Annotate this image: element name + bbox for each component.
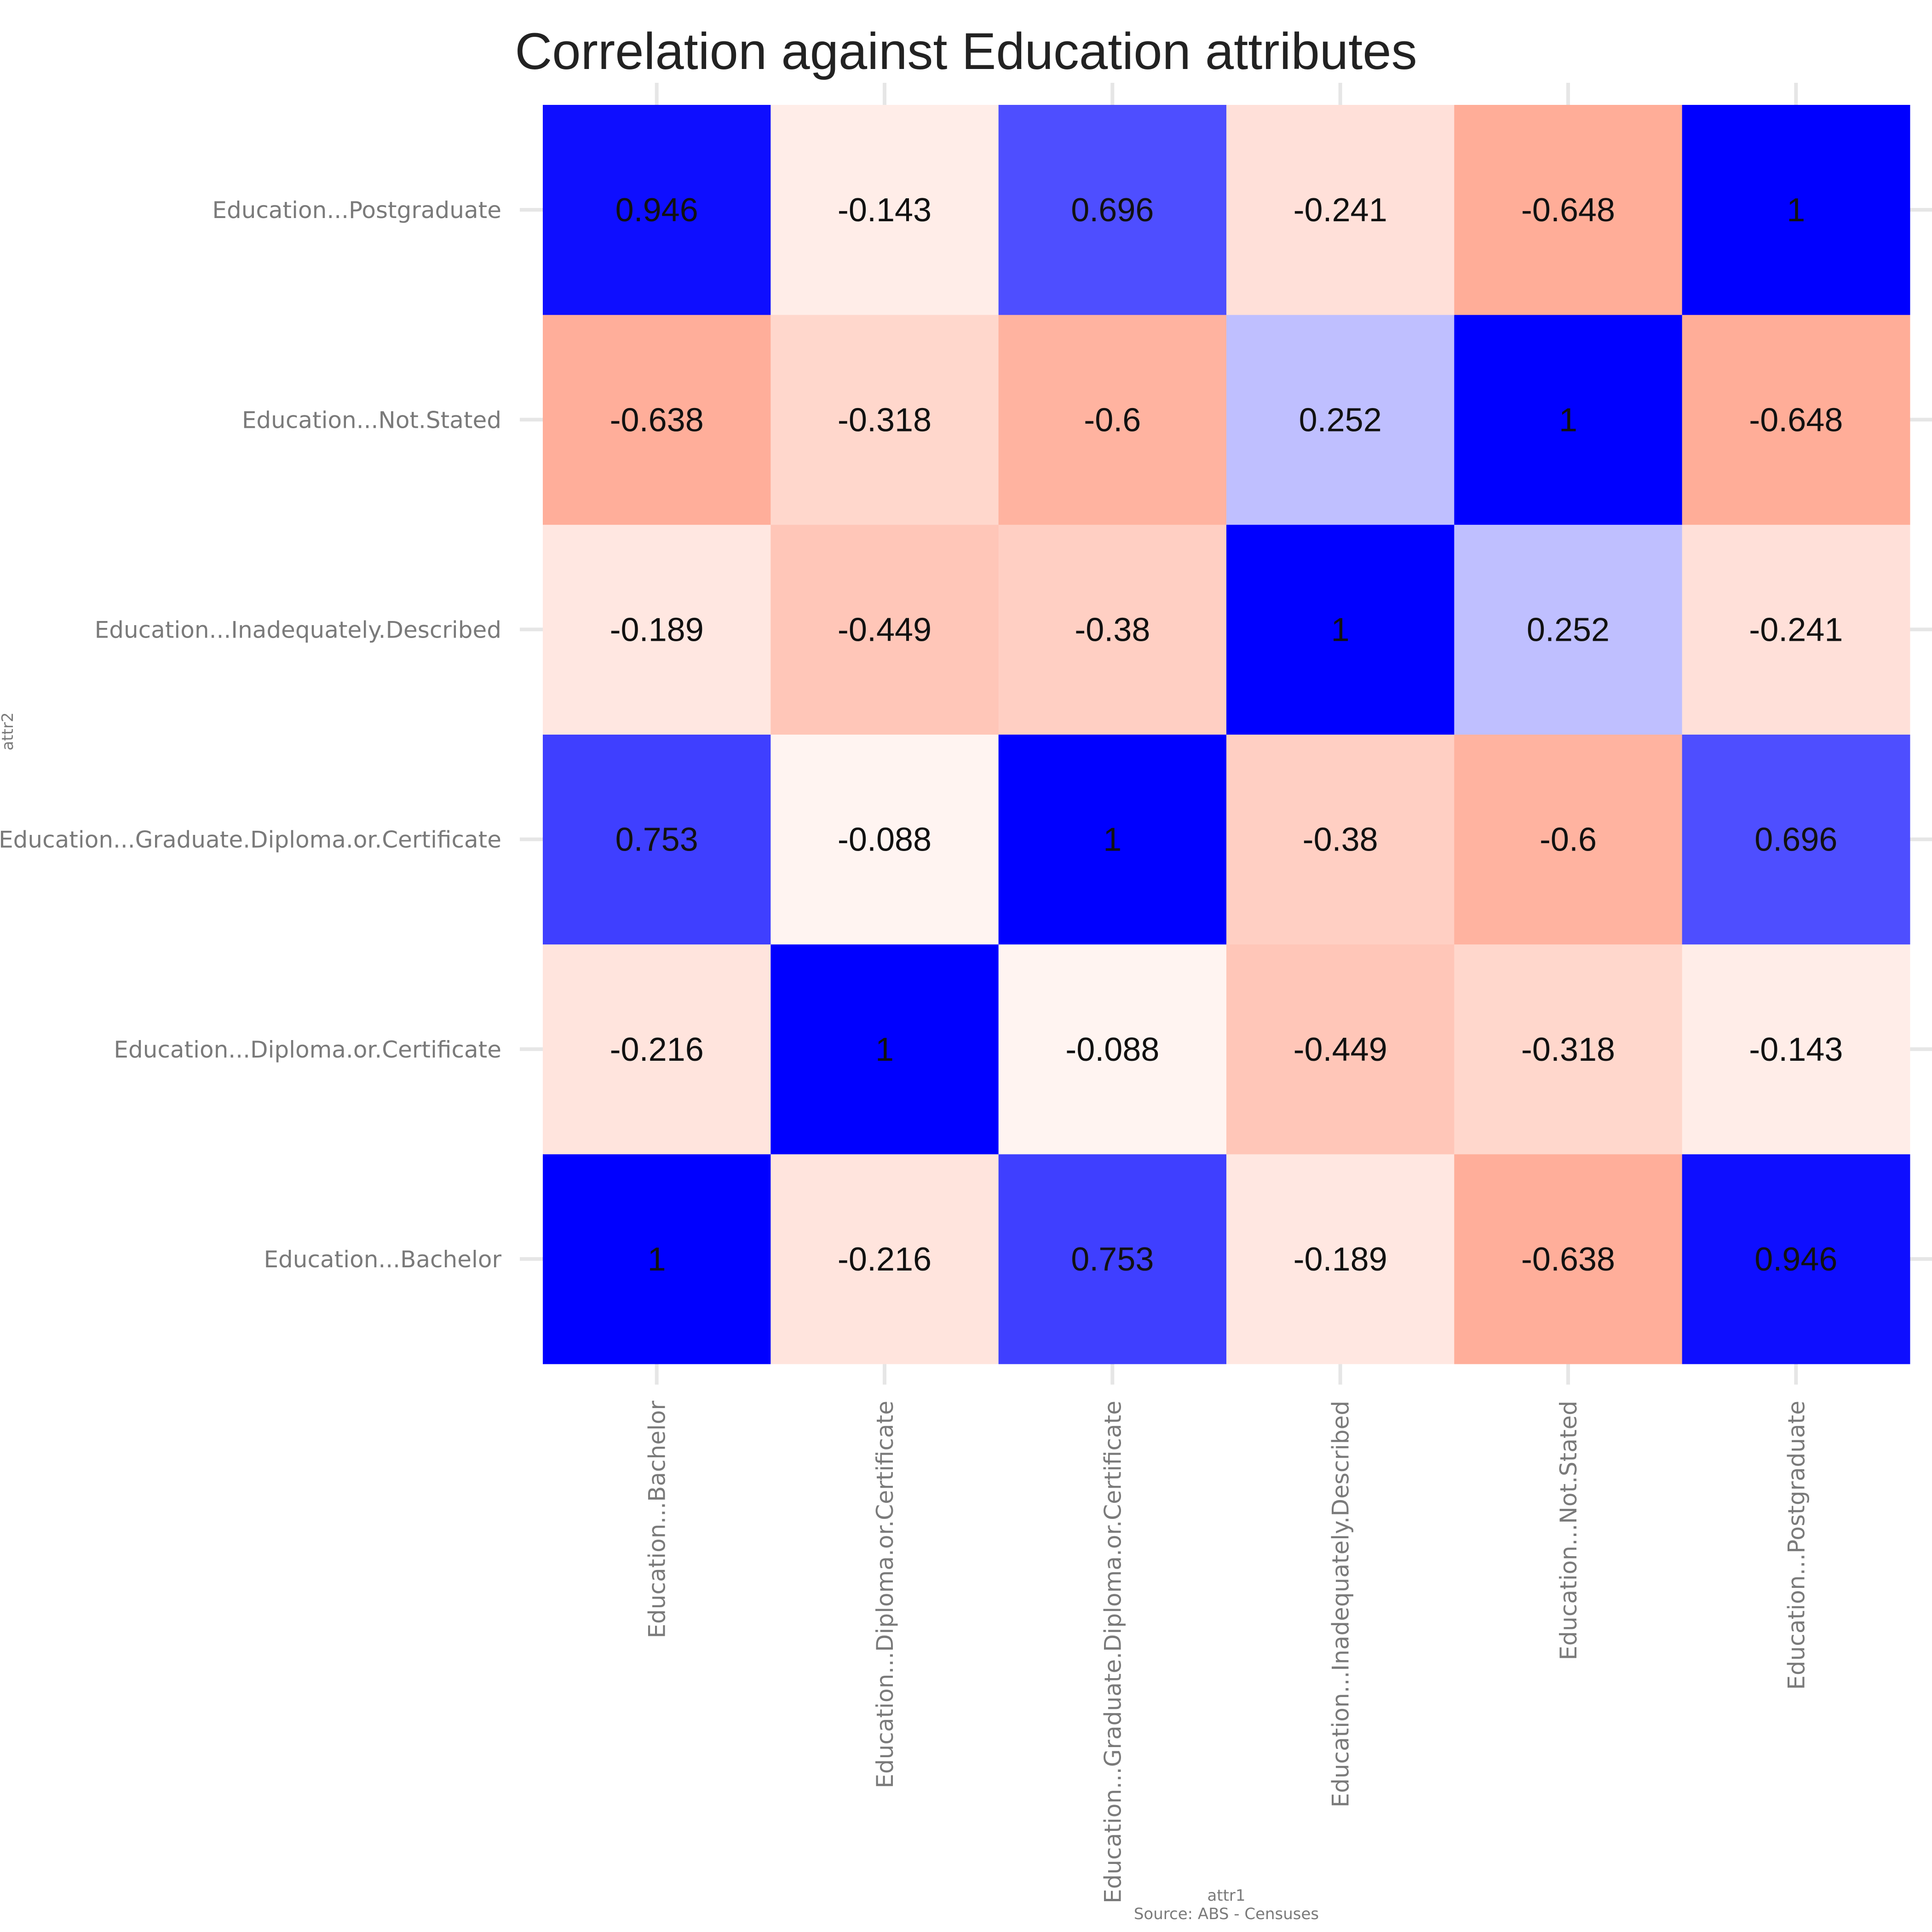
y-tick-label: Education...Diploma.or.Certificate: [114, 1036, 501, 1063]
cell-value-label: -0.38: [1075, 611, 1150, 648]
cell-value-label: -0.143: [838, 192, 932, 229]
cell-value-label: -0.241: [1749, 611, 1843, 648]
x-tick-label: Education...Not.Stated: [1555, 1401, 1582, 1660]
cell-value-label: 0.946: [615, 192, 698, 229]
chart-title: Correlation against Education attributes: [515, 23, 1417, 80]
heatmap-cell: [1226, 524, 1455, 735]
cell-value-label: -0.648: [1521, 192, 1615, 229]
cell-value-label: 1: [875, 1031, 894, 1068]
heatmap-cell: [1454, 315, 1683, 525]
cell-value-label: -0.6: [1084, 402, 1141, 438]
cell-value-label: 1: [1331, 611, 1350, 648]
heatmap-cell: [998, 315, 1227, 525]
y-tick-label: Education...Postgraduate: [212, 197, 501, 224]
heatmap-cell: [1454, 524, 1683, 735]
heatmap-cell: [1454, 734, 1683, 945]
cell-value-label: -0.241: [1294, 192, 1387, 229]
heatmap-cell: [1226, 105, 1455, 315]
y-tick-label: Education...Bachelor: [264, 1246, 501, 1273]
cell-value-label: 0.753: [1071, 1241, 1154, 1278]
x-tick-label: Education...Graduate.Diploma.or.Certific…: [1099, 1401, 1126, 1903]
heatmap-cell: [998, 105, 1227, 315]
heatmap-cell: [543, 734, 771, 945]
y-axis-title: attr2: [0, 712, 17, 750]
cell-value-label: -0.088: [1065, 1031, 1159, 1068]
cell-value-label: 1: [1103, 822, 1121, 858]
cell-value-label: -0.648: [1749, 402, 1843, 438]
heatmap-cell: [998, 734, 1227, 945]
heatmap-cell: [770, 734, 999, 945]
cell-value-label: 0.696: [1071, 192, 1154, 229]
heatmap-cell: [998, 1154, 1227, 1364]
cell-value-labels: 1 -0.216 0.753 -0.189 -0.638 0.946 -0.216 1 -0.0…: [610, 192, 1843, 1278]
heatmap-cell: [543, 944, 771, 1155]
heatmap-cell: [998, 944, 1227, 1155]
cell-value-label: -0.189: [610, 611, 704, 648]
heatmap-cell: [1682, 1154, 1910, 1364]
cell-value-label: -0.638: [1521, 1241, 1615, 1278]
cell-value-label: 0.696: [1754, 822, 1837, 858]
heatmap-cell: [1682, 315, 1910, 525]
cell-value-label: -0.638: [610, 402, 704, 438]
heatmap-cell: [543, 105, 771, 315]
y-tick-label: Education...Not.Stated: [242, 407, 501, 433]
cell-value-label: -0.216: [610, 1031, 704, 1068]
cell-value-label: 0.946: [1754, 1241, 1837, 1278]
heatmap-cell: [1454, 1154, 1683, 1364]
cell-value-label: -0.38: [1303, 822, 1378, 858]
cell-value-label: 0.252: [1527, 611, 1610, 648]
cell-value-label: -0.449: [838, 611, 932, 648]
y-axis-tick-labels: Education...Bachelor Education...Diploma.…: [0, 197, 501, 1273]
cell-value-label: -0.6: [1540, 822, 1597, 858]
x-axis-tick-labels: Education...Bachelor Education...Diploma.…: [644, 1401, 1810, 1903]
x-tick-label: Education...Inadequately.Described: [1328, 1401, 1354, 1807]
cell-value-label: -0.449: [1294, 1031, 1387, 1068]
heatmap-cell: [1226, 315, 1455, 525]
cell-value-label: -0.216: [838, 1241, 932, 1278]
heatmap-cell: [1226, 1154, 1455, 1364]
cell-value-label: 0.252: [1299, 402, 1382, 438]
heatmap-cell: [770, 315, 999, 525]
cell-value-label: 0.753: [615, 822, 698, 858]
x-axis-title: attr1: [1207, 1886, 1245, 1905]
y-tick-label: Education...Inadequately.Described: [95, 616, 501, 643]
cell-value-label: 1: [648, 1241, 666, 1278]
cell-value-label: -0.189: [1294, 1241, 1387, 1278]
cell-value-label: 1: [1787, 192, 1805, 229]
heatmap-cells: [543, 105, 1910, 1364]
cell-value-label: -0.143: [1749, 1031, 1843, 1068]
heatmap-cell: [543, 524, 771, 735]
heatmap-cell: [1454, 944, 1683, 1155]
heatmap-cell: [1682, 105, 1910, 315]
cell-value-label: -0.318: [1521, 1031, 1615, 1068]
heatmap-cell: [998, 524, 1227, 735]
caption: Source: ABS - Censuses: [1134, 1905, 1319, 1923]
cell-value-label: 1: [1559, 402, 1577, 438]
heatmap-cell: [770, 524, 999, 735]
heatmap-cell: [543, 1154, 771, 1364]
heatmap-cell: [543, 315, 771, 525]
heatmap-cell: [770, 944, 999, 1155]
heatmap-cell: [1682, 524, 1910, 735]
heatmap-cell: [770, 105, 999, 315]
y-tick-label: Education...Graduate.Diploma.or.Certific…: [0, 827, 501, 853]
x-tick-label: Education...Postgraduate: [1783, 1401, 1810, 1690]
heatmap-cell: [1682, 734, 1910, 945]
cell-value-label: -0.318: [838, 402, 932, 438]
heatmap-cell: [1226, 734, 1455, 945]
heatmap-cell: [1226, 944, 1455, 1155]
heatmap-cell: [1682, 944, 1910, 1155]
heatmap-cell: [770, 1154, 999, 1364]
x-tick-label: Education...Bachelor: [644, 1401, 671, 1639]
heatmap-cell: [1454, 105, 1683, 315]
cell-value-label: -0.088: [838, 822, 932, 858]
x-tick-label: Education...Diploma.or.Certificate: [872, 1401, 898, 1788]
